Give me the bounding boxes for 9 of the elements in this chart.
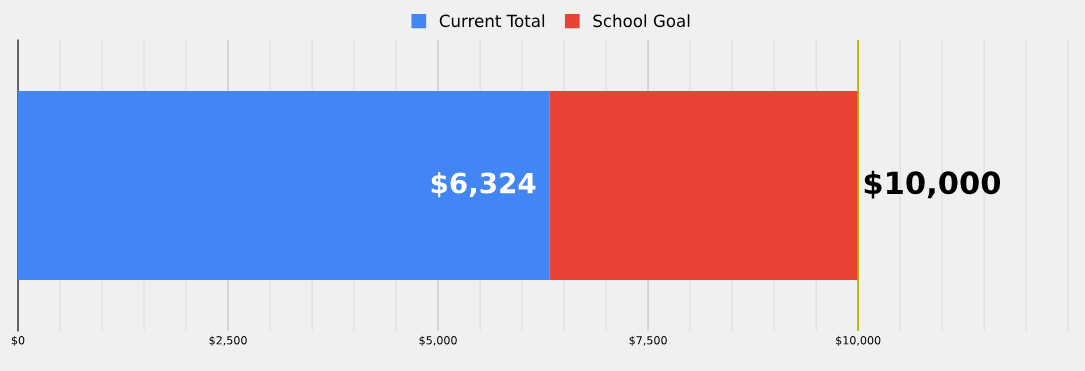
x-tick-label: $7,500 xyxy=(629,335,667,346)
x-tick-label: $5,000 xyxy=(419,335,457,346)
legend-label: Current Total xyxy=(439,14,545,28)
x-tick-label: $2,500 xyxy=(209,335,247,346)
x-tick-label: $0 xyxy=(11,335,25,346)
legend-label: School Goal xyxy=(593,14,690,28)
total-label: $10,000 xyxy=(864,170,1001,199)
data-label: $6,324 xyxy=(431,172,536,198)
x-tick-label: $10,000 xyxy=(836,335,881,346)
